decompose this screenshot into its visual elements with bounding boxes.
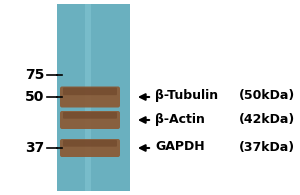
Text: 37: 37 xyxy=(25,141,44,155)
FancyBboxPatch shape xyxy=(60,87,120,107)
FancyBboxPatch shape xyxy=(60,111,120,129)
FancyBboxPatch shape xyxy=(60,139,120,157)
FancyBboxPatch shape xyxy=(63,140,117,147)
Text: 50: 50 xyxy=(25,90,44,104)
Text: 75: 75 xyxy=(25,68,44,82)
Text: β-Actin: β-Actin xyxy=(155,113,205,126)
Text: GAPDH: GAPDH xyxy=(155,141,205,153)
FancyBboxPatch shape xyxy=(63,88,117,95)
Text: β-Tubulin: β-Tubulin xyxy=(155,90,218,103)
Text: (42kDa): (42kDa) xyxy=(239,113,295,126)
Bar xyxy=(57,4,130,191)
FancyBboxPatch shape xyxy=(63,112,117,119)
Bar xyxy=(85,4,91,191)
Text: (50kDa): (50kDa) xyxy=(239,90,295,103)
Text: (37kDa): (37kDa) xyxy=(239,141,295,153)
